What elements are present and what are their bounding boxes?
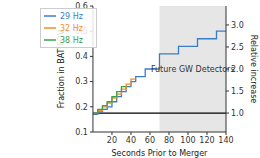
svg-text:1.5: 1.5 (231, 87, 244, 96)
svg-text:20: 20 (107, 136, 117, 145)
svg-text:0.5: 0.5 (75, 27, 88, 36)
svg-text:140: 140 (218, 136, 233, 145)
svg-text:Relative increase: Relative increase (249, 35, 258, 104)
svg-text:2.5: 2.5 (231, 43, 244, 52)
svg-text:0.1: 0.1 (75, 128, 88, 137)
svg-text:Future GW Detectors: Future GW Detectors (151, 65, 235, 74)
svg-text:0.4: 0.4 (75, 52, 88, 61)
svg-text:3.0: 3.0 (231, 21, 244, 30)
svg-text:1.0: 1.0 (231, 109, 244, 118)
svg-text:0.6: 0.6 (75, 2, 88, 11)
svg-text:Fraction in BAT FOV: Fraction in BAT FOV (57, 29, 66, 108)
svg-text:60: 60 (145, 136, 155, 145)
svg-text:40: 40 (126, 136, 136, 145)
svg-text:120: 120 (199, 136, 214, 145)
svg-text:Seconds Prior to Merger: Seconds Prior to Merger (112, 149, 209, 158)
svg-text:100: 100 (180, 136, 195, 145)
svg-text:80: 80 (164, 136, 174, 145)
svg-text:0.2: 0.2 (75, 103, 88, 112)
svg-text:0.3: 0.3 (75, 77, 88, 86)
